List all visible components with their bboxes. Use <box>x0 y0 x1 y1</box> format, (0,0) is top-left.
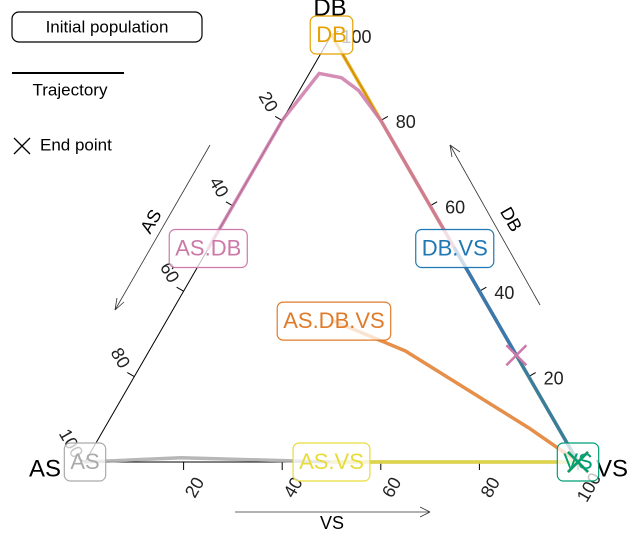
end-point <box>505 344 528 367</box>
triangle <box>84 33 579 463</box>
label-text: AS.VS <box>299 449 364 474</box>
tick-mark <box>176 286 184 292</box>
tick-label: 60 <box>378 474 405 501</box>
tick-label: 20 <box>544 368 564 388</box>
legend-end: End point <box>40 135 112 154</box>
label-box <box>415 228 495 269</box>
tick-label: 20 <box>255 88 282 115</box>
axis-title-db: DB <box>496 204 526 236</box>
tick-label: 40 <box>205 174 232 201</box>
tick-label: 80 <box>477 474 504 501</box>
initial-label: DB.VS <box>415 228 495 269</box>
legend-trajectory: Trajectory <box>33 80 108 99</box>
tick-mark <box>127 372 135 378</box>
label-box <box>276 301 392 341</box>
tick-label: 20 <box>181 474 208 501</box>
initial-label: AS.DB <box>168 228 248 269</box>
trajectory <box>206 71 519 357</box>
arrow-db <box>449 144 541 306</box>
arrow-as <box>114 144 211 311</box>
vertex-label-vs: VS <box>596 455 628 482</box>
label-text: DB.VS <box>422 235 488 260</box>
legend-x <box>13 137 31 155</box>
legend-box <box>11 11 203 43</box>
legend-initial: Initial population <box>46 17 169 36</box>
label-box <box>168 228 248 269</box>
label-text: AS <box>70 449 99 474</box>
tick-label: 40 <box>494 283 514 303</box>
arrow-head <box>419 506 431 518</box>
label-text: DB <box>316 22 347 47</box>
vertex-label-as: AS <box>29 455 61 482</box>
label-box <box>309 15 354 55</box>
arrow-head <box>449 144 461 158</box>
label-text: AS.DB <box>175 235 241 260</box>
end-point <box>567 451 589 473</box>
axis-title-vs: VS <box>320 513 344 533</box>
initial-label: AS <box>63 442 107 482</box>
label-box <box>63 442 107 482</box>
tick-label: 80 <box>396 112 416 132</box>
initial-label: AS.DB.VS <box>276 301 392 341</box>
label-box <box>292 442 371 482</box>
initial-label: AS.VS <box>292 442 371 482</box>
initial-label: DB <box>309 15 354 55</box>
label-text: AS.DB.VS <box>283 308 384 333</box>
axis-title-as: AS <box>136 206 165 237</box>
tick-label: 60 <box>445 198 465 218</box>
tick-label: 80 <box>107 344 134 371</box>
trajectory <box>332 319 580 464</box>
arrow-head <box>114 297 125 311</box>
legend: Initial population Trajectory End point <box>11 11 203 155</box>
trajectories <box>83 33 580 464</box>
